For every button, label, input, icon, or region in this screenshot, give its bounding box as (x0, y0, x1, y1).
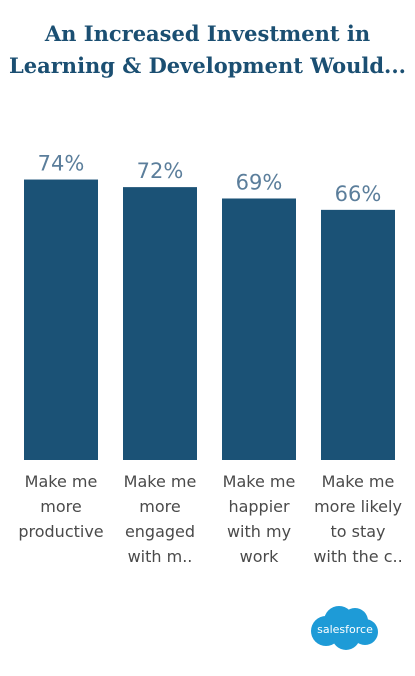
category-label-2-line-4: with m.. (128, 547, 193, 566)
category-label-3-line-3: with my (227, 522, 291, 541)
bar-4 (321, 209, 395, 460)
category-label-3-line-1: Make me (223, 472, 296, 491)
category-label-4-line-1: Make me (322, 472, 395, 491)
category-label-4-line-3: to stay (330, 522, 385, 541)
category-label-3-line-2: happier (228, 497, 290, 516)
value-label-1: 74% (38, 152, 85, 176)
svg-text:salesforce: salesforce (317, 623, 373, 636)
category-label-2-line-3: engaged (125, 522, 195, 541)
chart-title-line-1: An Increased Investment in (44, 21, 371, 46)
value-label-3: 69% (236, 170, 283, 194)
category-label-3-line-4: work (240, 547, 279, 566)
value-label-4: 66% (335, 182, 382, 206)
category-label-4-line-2: more likely (314, 497, 402, 516)
bar-2 (123, 187, 197, 460)
category-label-4-line-4: with the c.. (313, 547, 402, 566)
value-label-2: 72% (137, 159, 184, 183)
category-label-2-line-2: more (139, 497, 180, 516)
chart-title: An Increased Investment in Learning & De… (0, 18, 415, 82)
bar-1 (24, 179, 98, 461)
salesforce-logo-icon: salesforce (311, 606, 378, 650)
category-label-1-line-3: productive (18, 522, 103, 541)
chart-title-line-2: Learning & Development Would... (9, 53, 406, 78)
bar-3 (222, 198, 296, 461)
category-label-1-line-2: more (40, 497, 81, 516)
category-label-2-line-1: Make me (124, 472, 197, 491)
category-label-1-line-1: Make me (25, 472, 98, 491)
